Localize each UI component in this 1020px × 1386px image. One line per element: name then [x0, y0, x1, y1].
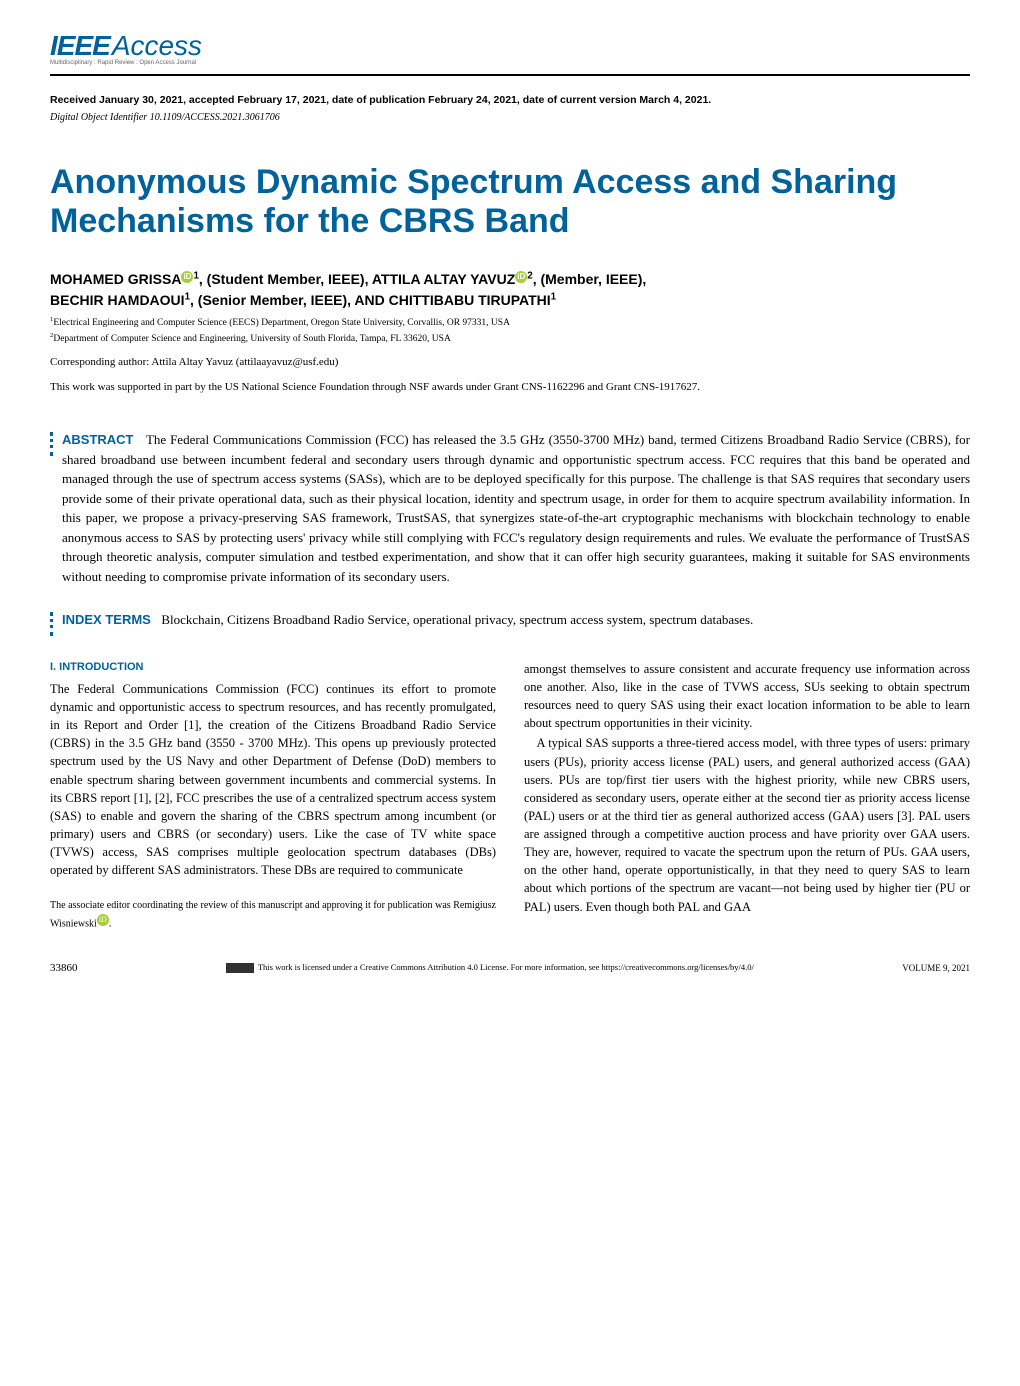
- doi-text: Digital Object Identifier 10.1109/ACCESS…: [50, 112, 970, 123]
- page-number: 33860: [50, 962, 78, 974]
- page-footer: 33860 This work is licensed under a Crea…: [50, 962, 970, 974]
- corresponding-author: Corresponding author: Attila Altay Yavuz…: [50, 356, 970, 368]
- index-terms-section: INDEX TERMS Blockchain, Citizens Broadba…: [50, 610, 970, 630]
- abstract-section: ABSTRACT The Federal Communications Comm…: [50, 430, 970, 586]
- body-paragraph: amongst themselves to assure consistent …: [524, 660, 970, 733]
- body-paragraph: A typical SAS supports a three-tiered ac…: [524, 734, 970, 915]
- orcid-icon: iD: [181, 271, 193, 283]
- affiliations: 1Electrical Engineering and Computer Sci…: [50, 315, 970, 346]
- orcid-icon: iD: [97, 914, 109, 926]
- body-paragraph: The Federal Communications Commission (F…: [50, 680, 496, 879]
- access-logo-text: Access: [112, 30, 202, 62]
- index-terms-label: INDEX TERMS: [62, 612, 151, 627]
- editor-note: The associate editor coordinating the re…: [50, 899, 496, 931]
- abstract-label: ABSTRACT: [62, 432, 134, 447]
- funding-info: This work was supported in part by the U…: [50, 380, 970, 395]
- paper-title: Anonymous Dynamic Spectrum Access and Sh…: [50, 163, 970, 241]
- right-column: amongst themselves to assure consistent …: [524, 660, 970, 932]
- logo-subtitle: Multidisciplinary : Rapid Review : Open …: [50, 60, 970, 66]
- authors-list: MOHAMED GRISSAiD1, (Student Member, IEEE…: [50, 269, 970, 311]
- header-divider: [50, 74, 970, 76]
- cc-icon: [226, 963, 254, 973]
- volume-info: VOLUME 9, 2021: [902, 963, 970, 973]
- journal-logo: IEEE Access Multidisciplinary : Rapid Re…: [50, 30, 970, 66]
- left-column: I. INTRODUCTION The Federal Communicatio…: [50, 660, 496, 932]
- index-marker-icon: [50, 612, 54, 636]
- abstract-marker-icon: [50, 432, 54, 456]
- license-text: This work is licensed under a Creative C…: [78, 962, 903, 973]
- ieee-logo-text: IEEE: [50, 30, 110, 62]
- body-columns: I. INTRODUCTION The Federal Communicatio…: [50, 660, 970, 932]
- orcid-icon: iD: [515, 271, 527, 283]
- section-heading: I. INTRODUCTION: [50, 660, 496, 676]
- abstract-text: [138, 432, 146, 447]
- index-terms-text: Blockchain, Citizens Broadband Radio Ser…: [161, 612, 753, 627]
- publication-dates: Received January 30, 2021, accepted Febr…: [50, 94, 970, 106]
